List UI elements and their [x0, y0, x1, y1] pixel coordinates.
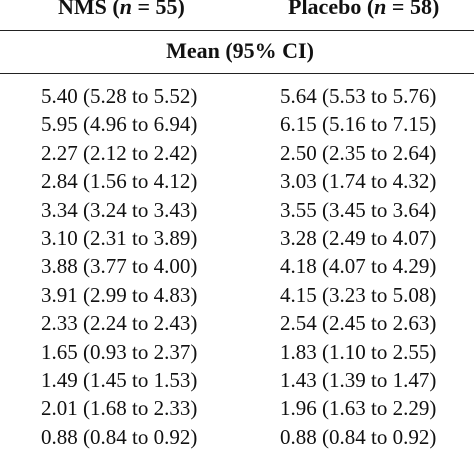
cell-placebo: 0.88 (0.84 to 0.92)	[280, 424, 437, 449]
cell-placebo: 2.50 (2.35 to 2.64)	[280, 140, 437, 165]
cell-nms: 3.88 (3.77 to 4.00)	[41, 254, 198, 279]
cell-placebo: 3.03 (1.74 to 4.32)	[280, 169, 437, 194]
column-header-nms: NMS (n = 55)	[58, 0, 185, 20]
subheader-divider	[0, 73, 474, 74]
cell-nms: 5.95 (4.96 to 6.94)	[41, 112, 198, 137]
cell-placebo: 6.15 (5.16 to 7.15)	[280, 112, 437, 137]
nms-label: NMS (	[58, 0, 120, 19]
cell-placebo: 4.18 (4.07 to 4.29)	[280, 254, 437, 279]
placebo-count: = 58)	[386, 0, 440, 19]
mean-ci-subheader: Mean (95% CI)	[0, 38, 474, 64]
cell-nms: 1.65 (0.93 to 2.37)	[41, 339, 198, 364]
table-row: 2.33 (2.24 to 2.43) 2.54 (2.45 to 2.63)	[0, 311, 474, 339]
cell-nms: 3.10 (2.31 to 3.89)	[41, 225, 198, 250]
cell-placebo: 3.28 (2.49 to 4.07)	[280, 225, 437, 250]
cell-nms: 2.27 (2.12 to 2.42)	[41, 140, 198, 165]
table-row: 5.40 (5.28 to 5.52) 5.64 (5.53 to 5.76)	[0, 84, 474, 112]
column-header-row: NMS (n = 55) Placebo (n = 58)	[0, 0, 474, 28]
cell-nms: 2.84 (1.56 to 4.12)	[41, 169, 198, 194]
table-row: 1.49 (1.45 to 1.53) 1.43 (1.39 to 1.47)	[0, 368, 474, 396]
header-divider	[0, 30, 474, 31]
subheader-text: Mean (95% CI)	[166, 38, 314, 63]
column-header-placebo: Placebo (n = 58)	[288, 0, 439, 20]
cell-nms: 5.40 (5.28 to 5.52)	[41, 84, 198, 108]
cell-placebo: 2.54 (2.45 to 2.63)	[280, 311, 437, 336]
cell-nms: 2.01 (1.68 to 2.33)	[41, 396, 198, 421]
cell-placebo: 5.64 (5.53 to 5.76)	[280, 84, 437, 108]
cell-nms: 3.91 (2.99 to 4.83)	[41, 282, 198, 307]
cell-placebo: 1.83 (1.10 to 2.55)	[280, 339, 437, 364]
table-row: 3.91 (2.99 to 4.83) 4.15 (3.23 to 5.08)	[0, 283, 474, 311]
cell-placebo: 1.96 (1.63 to 2.29)	[280, 396, 437, 421]
cell-nms: 3.34 (3.24 to 3.43)	[41, 197, 198, 222]
nms-n-italic: n	[119, 0, 132, 19]
table-row: 5.95 (4.96 to 6.94) 6.15 (5.16 to 7.15)	[0, 112, 474, 140]
placebo-label: Placebo (	[288, 0, 375, 19]
table-row: 2.01 (1.68 to 2.33) 1.96 (1.63 to 2.29)	[0, 396, 474, 424]
cell-nms: 0.88 (0.84 to 0.92)	[41, 424, 198, 449]
table-row: 1.65 (0.93 to 2.37) 1.83 (1.10 to 2.55)	[0, 340, 474, 368]
placebo-n-italic: n	[374, 0, 387, 19]
table-body: 5.40 (5.28 to 5.52) 5.64 (5.53 to 5.76) 5.…	[0, 84, 474, 453]
nms-count: = 55)	[131, 0, 185, 19]
cell-placebo: 4.15 (3.23 to 5.08)	[280, 282, 437, 307]
cell-placebo: 1.43 (1.39 to 1.47)	[280, 367, 437, 392]
table-row: 2.84 (1.56 to 4.12) 3.03 (1.74 to 4.32)	[0, 169, 474, 197]
table-row: 2.27 (2.12 to 2.42) 2.50 (2.35 to 2.64)	[0, 141, 474, 169]
cell-nms: 2.33 (2.24 to 2.43)	[41, 311, 198, 336]
cell-placebo: 3.55 (3.45 to 3.64)	[280, 197, 437, 222]
table-row: 0.88 (0.84 to 0.92) 0.88 (0.84 to 0.92)	[0, 425, 474, 453]
table-row: 3.34 (3.24 to 3.43) 3.55 (3.45 to 3.64)	[0, 198, 474, 226]
table-row: 3.88 (3.77 to 4.00) 4.18 (4.07 to 4.29)	[0, 254, 474, 282]
cell-nms: 1.49 (1.45 to 1.53)	[41, 367, 198, 392]
table-row: 3.10 (2.31 to 3.89) 3.28 (2.49 to 4.07)	[0, 226, 474, 254]
